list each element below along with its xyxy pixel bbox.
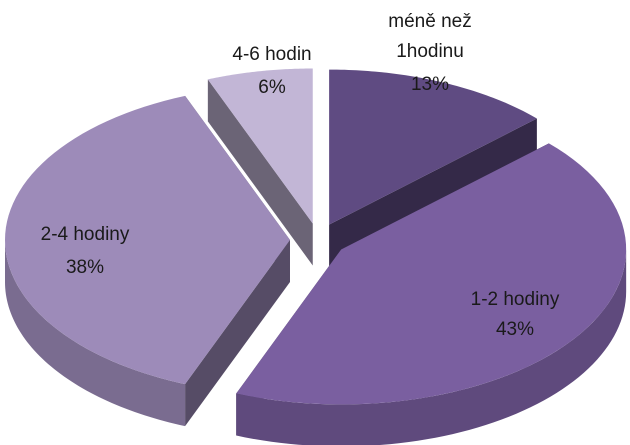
category-label: 2-4 hodiny: [41, 224, 130, 245]
category-label-line: 1hodinu: [396, 41, 464, 62]
category-label: 1-2 hodiny: [471, 289, 560, 310]
slice-top: [236, 143, 627, 405]
pie-slice: [207, 68, 313, 266]
value-label: 43%: [496, 319, 534, 340]
slice-outer-wall: [236, 249, 627, 445]
value-label: 6%: [258, 77, 286, 98]
pie-slice: [5, 95, 290, 427]
slice-top: [329, 69, 537, 225]
value-label: 38%: [66, 257, 104, 278]
slice-top: [207, 68, 313, 224]
slice-top: [5, 95, 290, 385]
slice-side-wall: [207, 79, 313, 266]
slice-outer-wall: [5, 240, 186, 427]
category-label: 4-6 hodin: [232, 44, 311, 65]
slice-side-wall: [185, 240, 290, 427]
value-label: 13%: [411, 74, 449, 95]
category-label-line: méně než: [388, 11, 471, 32]
pie-slice: [236, 143, 627, 445]
category-label: méně než 1hodinu: [388, 11, 471, 62]
